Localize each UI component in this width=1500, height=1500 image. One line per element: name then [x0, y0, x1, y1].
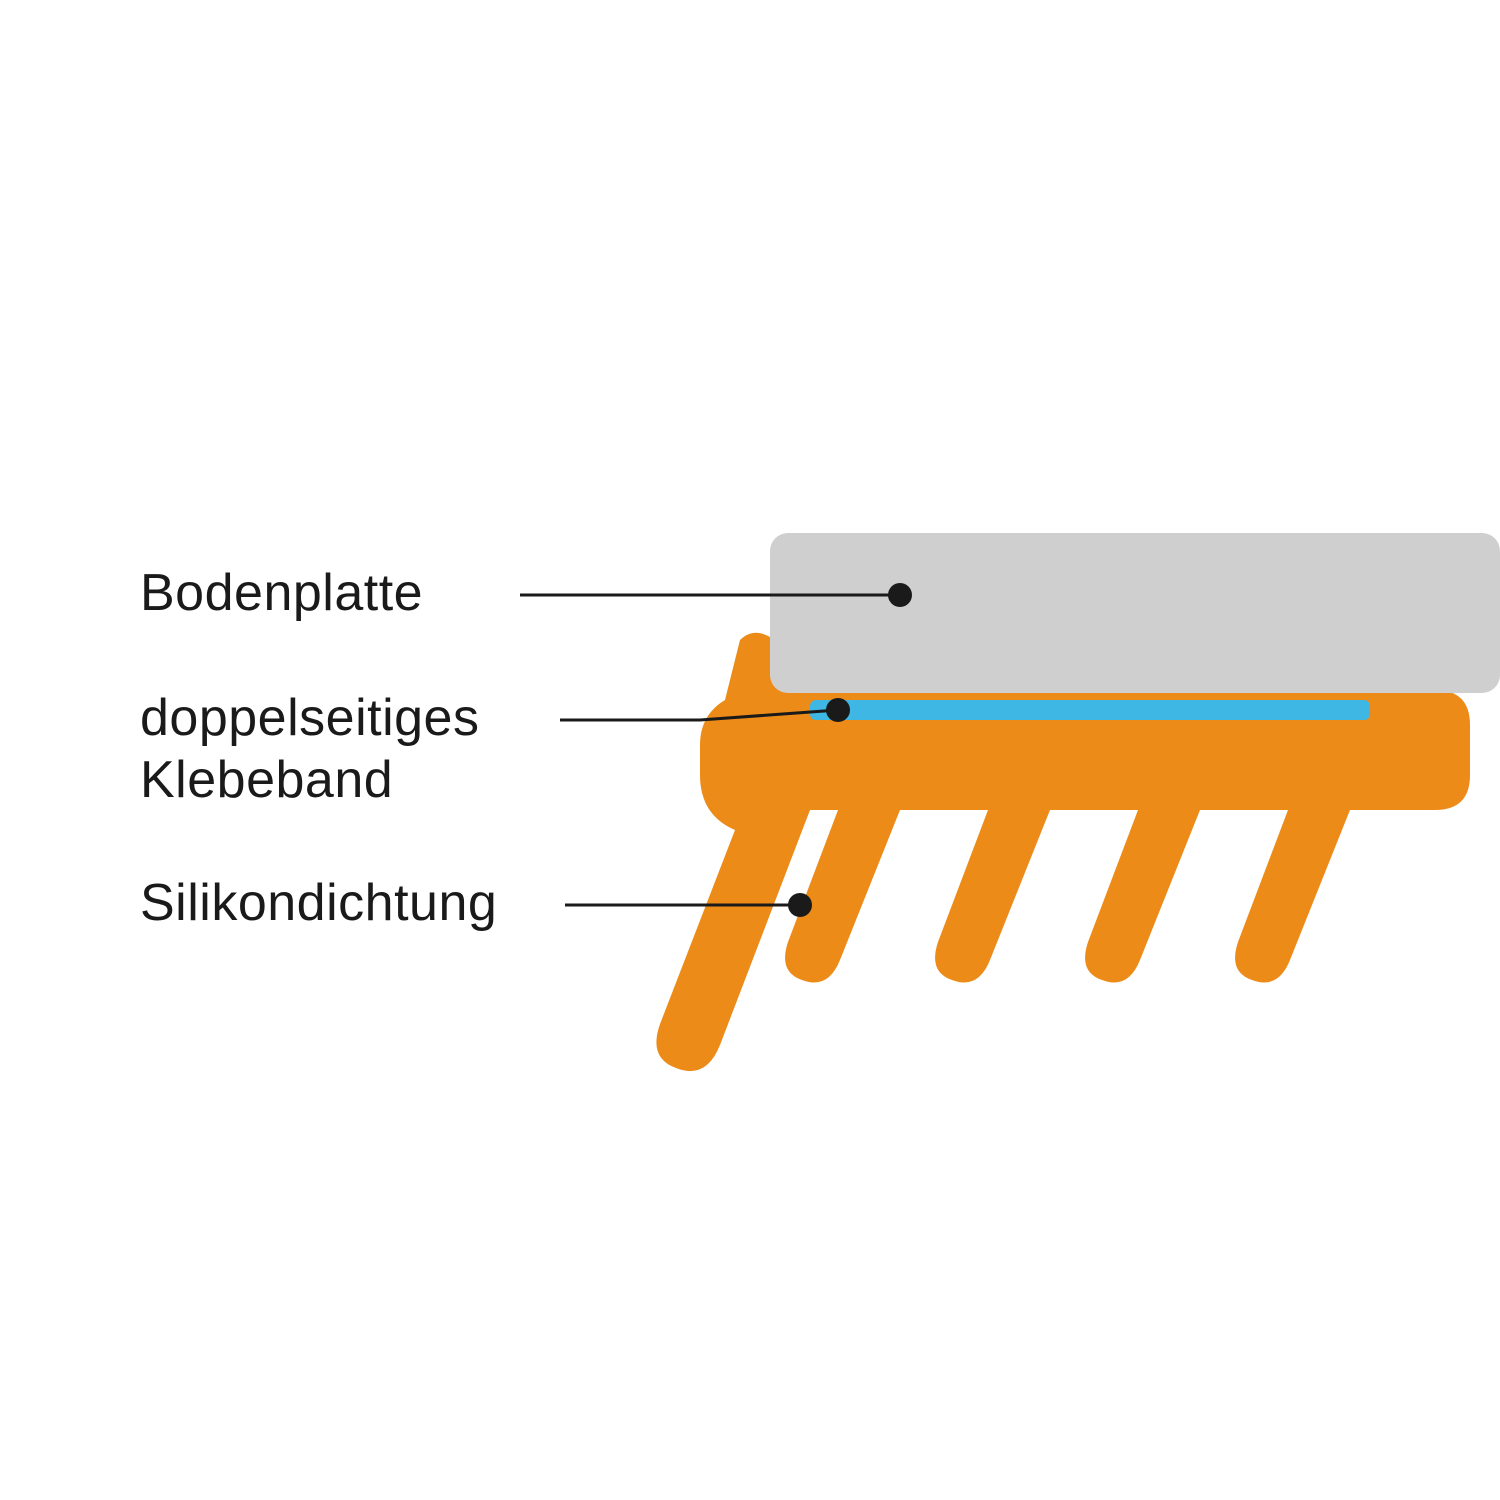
- leader-dot-silikon: [788, 893, 812, 917]
- base-plate-shape: [770, 533, 1500, 693]
- label-bodenplatte: Bodenplatte: [140, 564, 423, 622]
- leader-dot-klebeband: [826, 698, 850, 722]
- label-silikon: Silikondichtung: [140, 874, 497, 932]
- adhesive-tape-shape: [810, 700, 1370, 720]
- leader-dot-bodenplatte: [888, 583, 912, 607]
